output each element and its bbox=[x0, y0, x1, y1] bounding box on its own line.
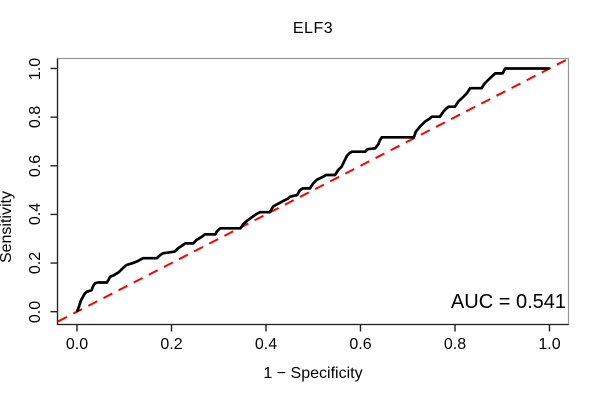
x-tick-label: 0.2 bbox=[160, 336, 183, 353]
y-tick-label: 0.4 bbox=[27, 203, 44, 226]
plot-box bbox=[56, 57, 570, 326]
x-tick-label: 0.6 bbox=[349, 336, 372, 353]
y-tick-label: 0.8 bbox=[27, 106, 44, 129]
y-tick-label: 0.2 bbox=[27, 251, 44, 275]
x-axis-title: 1 − Specificity bbox=[263, 365, 363, 382]
x-tick-label: 0.8 bbox=[443, 336, 467, 353]
y-tick-label: 0.6 bbox=[27, 154, 44, 177]
y-tick-label: 0.0 bbox=[27, 300, 44, 323]
x-tick-label: 0.4 bbox=[254, 336, 278, 353]
x-tick-label: 1.0 bbox=[538, 336, 561, 353]
auc-value-annotation: AUC = 0.541 bbox=[450, 291, 566, 313]
x-tick-label: 0.0 bbox=[65, 336, 89, 353]
roc-curve-line bbox=[75, 67, 550, 313]
axis-lines bbox=[56, 58, 569, 326]
plot-title: ELF3 bbox=[292, 20, 334, 37]
y-tick-label: 1.0 bbox=[27, 57, 44, 80]
y-axis-title-text: Sensitivity bbox=[0, 191, 15, 264]
chance-diagonal-line bbox=[57, 57, 569, 323]
